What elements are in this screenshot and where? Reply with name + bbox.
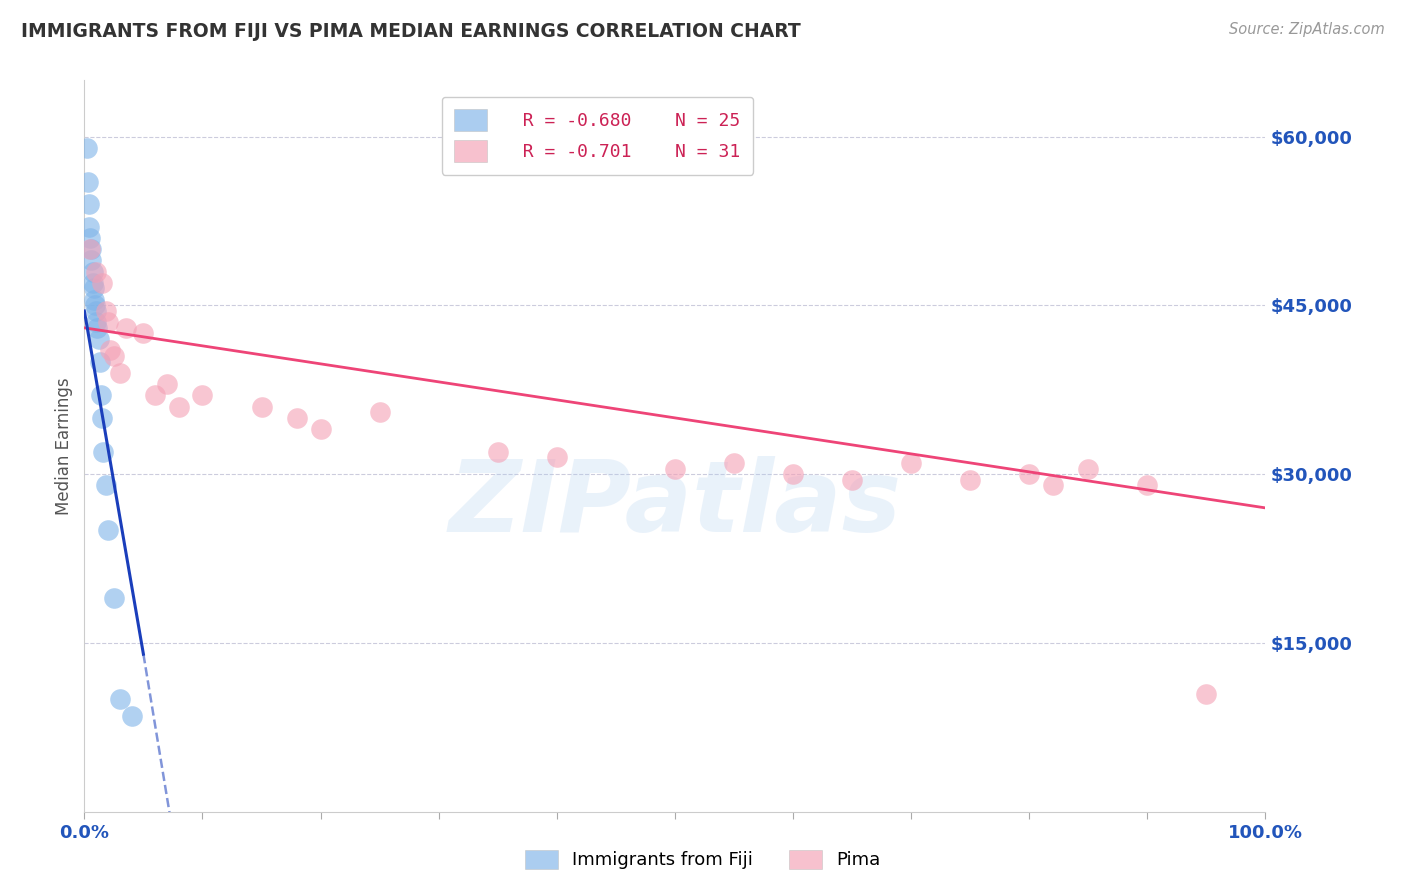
Point <box>91 276 114 290</box>
Point <box>285 410 308 425</box>
Point <box>191 388 214 402</box>
Point <box>87 332 110 346</box>
Point <box>900 456 922 470</box>
Point <box>143 388 166 402</box>
Point <box>84 315 107 329</box>
Point <box>82 264 104 278</box>
Point <box>103 349 125 363</box>
Point <box>368 405 391 419</box>
Point <box>250 400 273 414</box>
Point <box>97 524 120 538</box>
Legend: Immigrants from Fiji, Pima: Immigrants from Fiji, Pima <box>516 841 890 879</box>
Text: IMMIGRANTS FROM FIJI VS PIMA MEDIAN EARNINGS CORRELATION CHART: IMMIGRANTS FROM FIJI VS PIMA MEDIAN EARN… <box>21 22 801 41</box>
Point <box>90 388 112 402</box>
Point <box>77 175 100 189</box>
Point <box>1077 461 1099 475</box>
Point <box>108 692 131 706</box>
Point <box>84 298 107 312</box>
Point <box>156 377 179 392</box>
Point <box>89 354 111 368</box>
Point <box>82 276 104 290</box>
Point <box>91 410 114 425</box>
Text: Source: ZipAtlas.com: Source: ZipAtlas.com <box>1229 22 1385 37</box>
Point <box>1195 687 1218 701</box>
Y-axis label: Median Earnings: Median Earnings <box>55 377 73 515</box>
Point <box>103 591 125 605</box>
Point <box>80 253 103 268</box>
Point <box>108 366 131 380</box>
Point <box>167 400 190 414</box>
Point <box>76 141 98 155</box>
Point <box>91 444 114 458</box>
Point <box>84 304 107 318</box>
Point <box>114 321 136 335</box>
Point <box>83 293 105 307</box>
Point <box>80 242 103 256</box>
Point <box>97 315 120 329</box>
Point <box>79 231 101 245</box>
Point <box>94 478 117 492</box>
Point <box>98 343 121 358</box>
Point <box>79 242 101 256</box>
Point <box>77 219 100 234</box>
Point <box>782 467 804 482</box>
Point <box>121 709 143 723</box>
Point <box>309 422 332 436</box>
Point <box>94 304 117 318</box>
Point <box>1136 478 1159 492</box>
Point <box>86 321 108 335</box>
Point <box>486 444 509 458</box>
Point <box>132 326 155 341</box>
Text: ZIPatlas: ZIPatlas <box>449 456 901 553</box>
Point <box>546 450 568 465</box>
Point <box>1018 467 1040 482</box>
Point <box>664 461 686 475</box>
Point <box>841 473 863 487</box>
Point <box>77 197 100 211</box>
Point <box>83 281 105 295</box>
Point <box>723 456 745 470</box>
Point <box>84 264 107 278</box>
Point <box>1042 478 1064 492</box>
Point <box>959 473 981 487</box>
Legend:   R = -0.680    N = 25,   R = -0.701    N = 31: R = -0.680 N = 25, R = -0.701 N = 31 <box>441 96 754 175</box>
